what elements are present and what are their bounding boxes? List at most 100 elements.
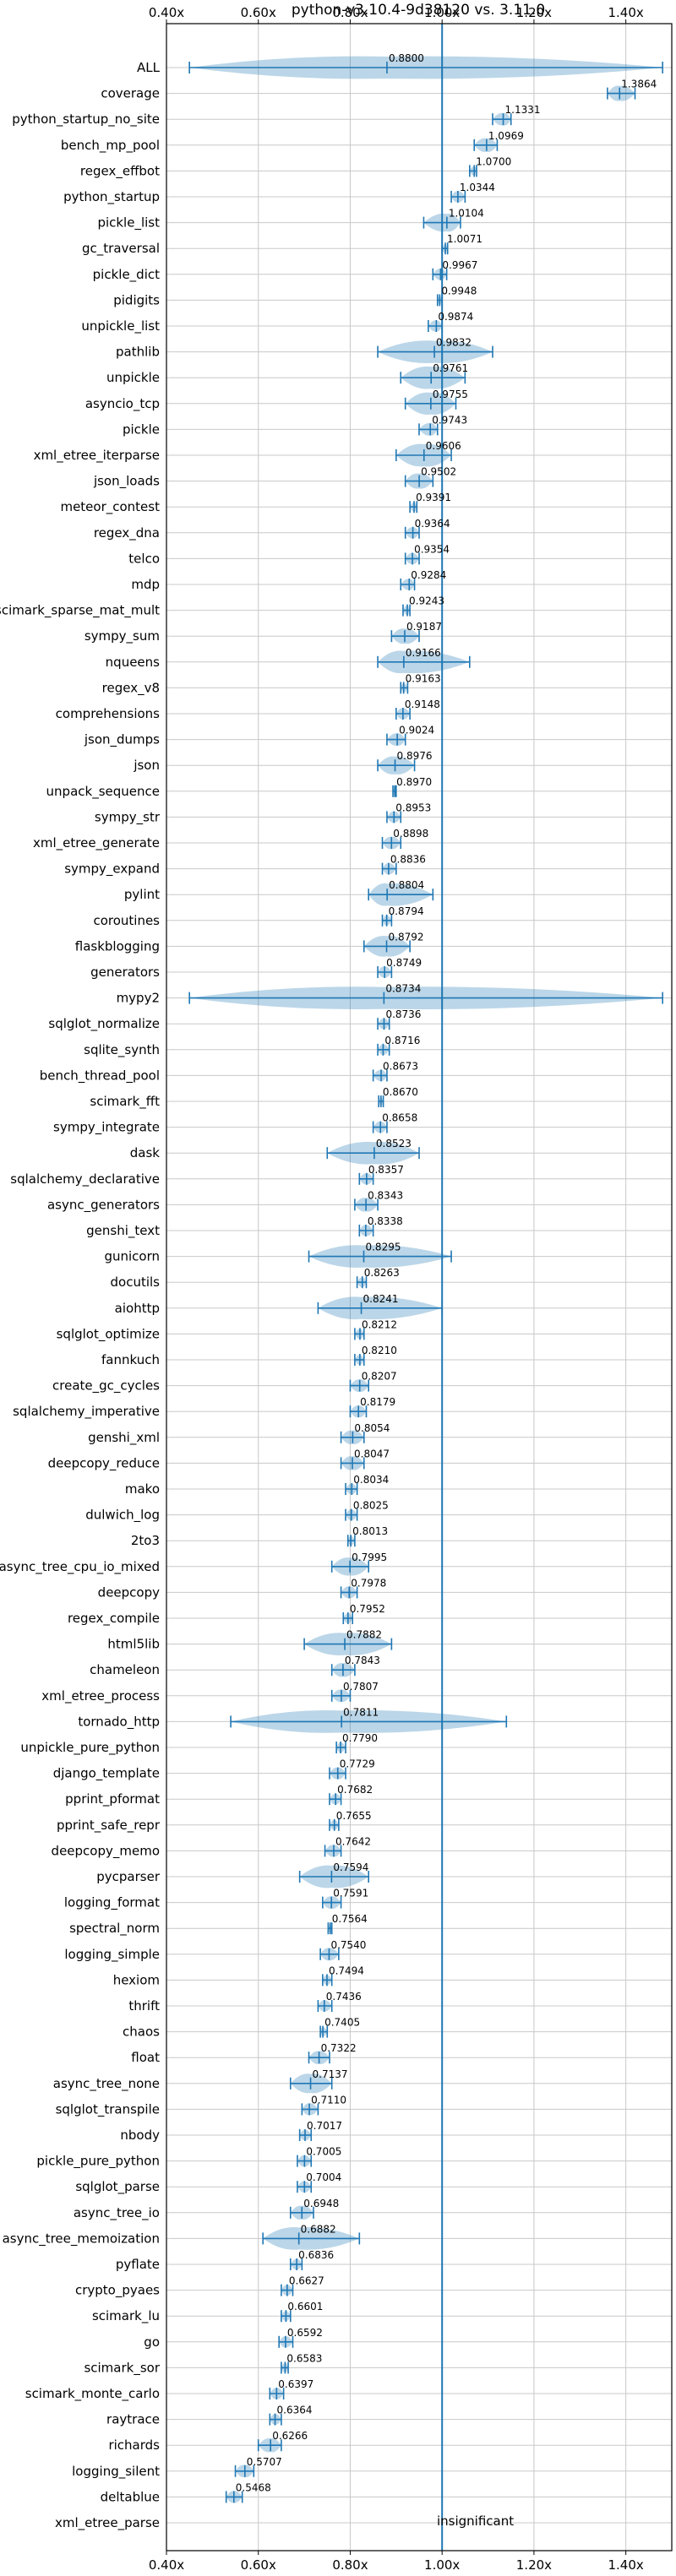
benchmark-row: ALL 0.8800 xyxy=(137,52,663,79)
benchmark-label: pathlib xyxy=(116,345,160,360)
benchmark-row: unpack_sequence 0.8970 xyxy=(46,776,433,800)
benchmark-row: pyflate 0.6836 xyxy=(116,2249,334,2272)
benchmark-label: chaos xyxy=(123,2024,160,2040)
benchmark-row: richards 0.6266 xyxy=(108,2430,308,2453)
value-label: 0.8212 xyxy=(362,1318,397,1330)
benchmark-row: deepcopy_memo 0.7642 xyxy=(52,1835,371,1859)
benchmark-row: scimark_monte_carlo 0.6397 xyxy=(25,2378,314,2402)
benchmark-row: unpickle 0.9761 xyxy=(106,362,468,389)
benchmark-label: pycparser xyxy=(96,1869,161,1884)
benchmark-label: async_tree_none xyxy=(53,2076,160,2092)
benchmark-label: sqlglot_optimize xyxy=(57,1326,160,1342)
benchmark-row: bench_thread_pool 0.8673 xyxy=(40,1060,418,1084)
value-label: 0.8953 xyxy=(395,802,431,813)
benchmark-label: unpickle_pure_python xyxy=(20,1740,160,1756)
value-label: 0.8295 xyxy=(365,1242,401,1253)
benchmark-label: xml_etree_process xyxy=(41,1688,160,1704)
value-label: 0.8804 xyxy=(389,879,424,891)
benchmark-label: sympy_sum xyxy=(84,628,160,644)
benchmark-row: pickle_dict 0.9967 xyxy=(93,259,478,283)
value-label: 0.8338 xyxy=(368,1215,403,1227)
benchmark-row: python_startup_no_site 1.1331 xyxy=(12,104,540,128)
value-label: 0.9874 xyxy=(438,311,473,323)
benchmark-row: create_gc_cycles 0.8207 xyxy=(52,1371,397,1394)
benchmark-label: regex_effbot xyxy=(80,163,160,179)
plot-frame xyxy=(166,23,673,2552)
value-label: 0.7995 xyxy=(352,1552,387,1563)
x-tick-label-top: 0.40x xyxy=(149,5,184,20)
benchmark-label: flaskblogging xyxy=(75,938,160,954)
value-label: 0.7540 xyxy=(330,1939,366,1951)
value-label: 0.6882 xyxy=(301,2223,336,2235)
benchmark-label: mdp xyxy=(131,577,160,592)
benchmark-row: sympy_sum 0.9187 xyxy=(84,621,442,644)
benchmark-label: meteor_contest xyxy=(60,499,160,515)
value-label: 0.8970 xyxy=(396,776,432,788)
benchmark-row: scimark_sor 0.6583 xyxy=(84,2352,322,2376)
value-label: 0.8670 xyxy=(383,1086,418,1098)
value-label: 0.6266 xyxy=(272,2430,308,2442)
benchmark-label: unpack_sequence xyxy=(46,784,160,800)
x-tick-label-top: 0.80x xyxy=(332,5,368,20)
benchmark-label: thrift xyxy=(128,1998,160,2014)
value-label: 0.9755 xyxy=(433,389,468,400)
benchmark-label: scimark_sor xyxy=(84,2360,160,2376)
benchmark-row: scimark_fft 0.8670 xyxy=(90,1086,417,1110)
value-label: 0.9284 xyxy=(411,569,446,581)
value-label: 0.8025 xyxy=(353,1500,389,1512)
benchmark-row: dulwich_log 0.8025 xyxy=(85,1500,389,1524)
benchmark-row: generators 0.8749 xyxy=(90,957,422,980)
benchmark-label: regex_compile xyxy=(68,1611,160,1627)
benchmark-row: regex_v8 0.9163 xyxy=(102,672,441,696)
benchmark-label: scimark_fft xyxy=(90,1094,160,1110)
value-label: 0.9761 xyxy=(433,362,468,374)
value-label: 0.9502 xyxy=(421,466,456,478)
x-tick-label-bottom: 1.20x xyxy=(516,2557,552,2573)
benchmark-label: sympy_expand xyxy=(64,861,160,878)
benchmark-label: richards xyxy=(108,2437,160,2453)
benchmark-row: sqlglot_optimize 0.8212 xyxy=(57,1318,397,1342)
benchmark-row: float 0.7322 xyxy=(131,2042,356,2065)
benchmark-label: async_tree_memoization xyxy=(3,2231,160,2247)
value-label: 0.8673 xyxy=(383,1060,418,1072)
benchmark-label: mako xyxy=(125,1481,160,1497)
value-label: 0.7494 xyxy=(329,1965,364,1976)
benchmark-row: xml_etree_parse xyxy=(55,2515,160,2531)
value-label: 0.7682 xyxy=(337,1784,373,1796)
value-label: 0.9948 xyxy=(441,285,477,296)
benchmark-row: sqlglot_transpile 0.7110 xyxy=(56,2094,346,2117)
benchmark-row: dask 0.8523 xyxy=(130,1138,420,1165)
value-label: 0.5707 xyxy=(247,2456,282,2468)
value-label: 0.9148 xyxy=(405,698,440,710)
benchmark-row: logging_silent 0.5707 xyxy=(72,2456,282,2480)
benchmark-row: async_generators 0.8343 xyxy=(47,1189,403,1213)
benchmark-row: chaos 0.7405 xyxy=(123,2017,360,2040)
benchmark-row: coroutines 0.8794 xyxy=(93,905,423,928)
value-label: 0.6601 xyxy=(287,2301,323,2312)
value-label: 0.7564 xyxy=(332,1913,368,1925)
value-label: 1.3864 xyxy=(621,79,657,90)
benchmark-label: coverage xyxy=(101,86,160,101)
benchmark-row: pathlib 0.9832 xyxy=(116,337,493,363)
benchmark-label: pylint xyxy=(124,887,160,902)
value-label: 0.8734 xyxy=(385,983,421,995)
benchmark-row: mypy2 0.8734 xyxy=(117,983,663,1009)
benchmark-label: generators xyxy=(90,965,160,980)
value-label: 1.0104 xyxy=(449,208,484,220)
benchmark-row: comprehensions 0.9148 xyxy=(56,698,440,721)
benchmark-row: pprint_pformat 0.7682 xyxy=(65,1784,373,1807)
benchmark-label: raytrace xyxy=(106,2412,160,2427)
value-label: 0.8241 xyxy=(363,1293,399,1305)
benchmark-row: html5lib 0.7882 xyxy=(107,1629,393,1655)
benchmark-row: python_startup 1.0344 xyxy=(63,182,495,205)
benchmark-label: pickle_pure_python xyxy=(36,2154,160,2170)
benchmark-label: telco xyxy=(128,551,160,566)
benchmark-label: hexiom xyxy=(113,1972,160,1987)
value-label: 0.7790 xyxy=(342,1732,378,1744)
x-tick-label-bottom: 0.80x xyxy=(332,2557,368,2573)
benchmark-row: scimark_sparse_mat_mult 0.9243 xyxy=(0,595,444,619)
value-label: 0.7807 xyxy=(343,1681,379,1693)
value-label: 0.8013 xyxy=(352,1525,388,1537)
value-label: 0.7811 xyxy=(343,1706,379,1718)
benchmark-label: asyncio_tcp xyxy=(85,396,160,412)
